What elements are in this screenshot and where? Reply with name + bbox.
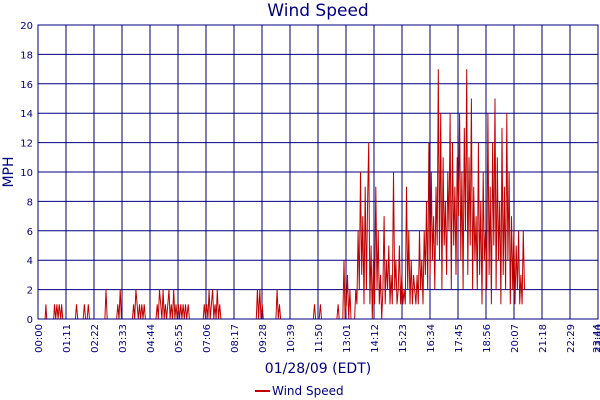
y-ticks: 0 2 4 6 8 10 12 14 16 18 20 <box>20 21 33 326</box>
x-tick-label: 01:11 <box>62 324 73 353</box>
x-tick-label: 04:44 <box>146 324 157 353</box>
y-tick-label: 6 <box>27 227 33 238</box>
x-tick-label: 16:34 <box>426 324 437 353</box>
x-tick-label: 10:39 <box>286 324 297 353</box>
x-tick-label: 14:12 <box>370 324 381 353</box>
x-tick-label: 02:22 <box>90 324 101 353</box>
legend-label: Wind Speed <box>272 384 344 398</box>
x-tick-label: 03:33 <box>118 324 129 353</box>
y-tick-label: 20 <box>20 21 33 32</box>
y-tick-label: 16 <box>20 80 33 91</box>
x-axis-label: 01/28/09 (EDT) <box>265 361 371 377</box>
y-tick-label: 4 <box>27 256 33 267</box>
x-tick-label: 18:56 <box>482 324 493 353</box>
x-tick-label: 05:55 <box>174 324 185 353</box>
x-tick-label: 00:00 <box>34 324 45 353</box>
series-layer <box>38 69 525 320</box>
x-tick-label: 09:28 <box>258 324 269 353</box>
y-tick-label: 2 <box>27 286 33 297</box>
y-tick-label: 14 <box>20 109 33 120</box>
y-tick-label: 8 <box>27 197 33 208</box>
y-tick-label: 10 <box>20 168 33 179</box>
y-tick-label: 0 <box>27 315 33 326</box>
y-tick-label: 18 <box>20 50 33 61</box>
x-tick-label: 08:17 <box>230 324 241 353</box>
x-tick-label: 17:45 <box>454 324 465 353</box>
y-axis-label: MPH <box>1 156 17 187</box>
x-tick-label: 23:40 <box>594 324 600 353</box>
x-tick-label: 07:06 <box>202 324 213 353</box>
x-tick-label: 15:23 <box>398 324 409 353</box>
x-tick-label: 11:50 <box>314 324 325 353</box>
plot-border <box>37 24 599 320</box>
x-tick-label: 23:44 <box>592 324 600 353</box>
y-tick-label: 12 <box>20 139 33 150</box>
series-line-wind-speed <box>38 69 525 320</box>
x-ticks: 00:00 01:11 02:22 03:33 04:44 05:55 07:06 08:17… <box>34 324 600 353</box>
grid-lines <box>37 24 599 320</box>
x-tick-label: 20:07 <box>510 324 521 353</box>
x-tick-label: 22:29 <box>566 324 577 353</box>
x-tick-label: 21:18 <box>538 324 549 353</box>
chart-title: Wind Speed <box>267 1 368 21</box>
x-tick-label: 13:01 <box>342 324 353 353</box>
